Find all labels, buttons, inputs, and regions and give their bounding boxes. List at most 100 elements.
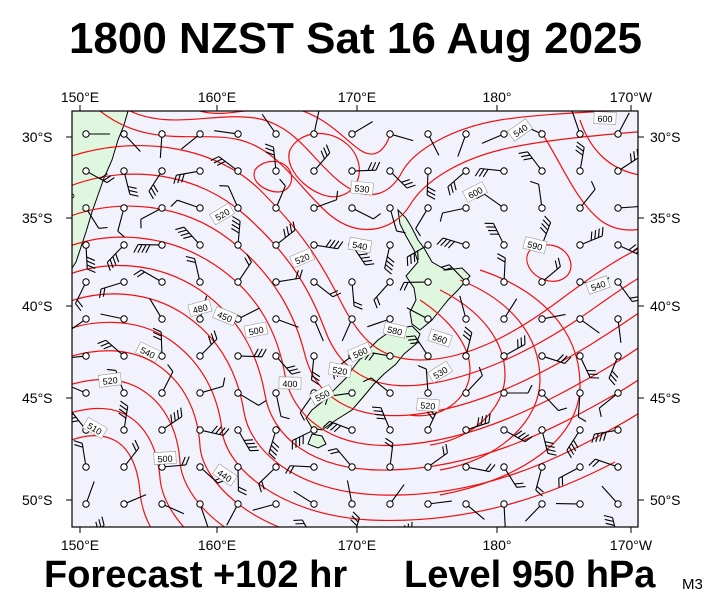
wind-barb	[158, 456, 190, 471]
wind-barb	[82, 130, 110, 138]
wind-barb	[538, 313, 566, 323]
contour-label: 580	[382, 321, 408, 339]
lon-label-top-150e: 150°E	[60, 89, 100, 105]
wind-barb	[462, 413, 491, 434]
wind-barb	[571, 111, 584, 138]
wind-barb	[576, 352, 600, 379]
map-title: 1800 NZST Sat 16 Aug 2025	[68, 14, 643, 63]
wind-barb	[576, 227, 604, 249]
wind-barb	[82, 481, 95, 508]
wind-barb	[417, 365, 432, 397]
wind-barb	[74, 278, 90, 312]
wind-barb	[272, 221, 296, 249]
lon-label-bottom-180: 180°	[482, 537, 512, 553]
wind-barb	[588, 458, 622, 471]
wind-barb	[97, 339, 128, 360]
wind-barb	[173, 167, 204, 184]
wind-barb	[148, 167, 166, 200]
wind-barb	[170, 199, 204, 212]
wind-barb	[406, 307, 432, 323]
wind-barb	[538, 352, 572, 364]
svg-text:540: 540	[352, 240, 369, 252]
contour-line	[72, 350, 281, 527]
wind-barb	[272, 315, 299, 328]
wind-barb	[373, 278, 394, 309]
wind-barb	[247, 534, 279, 548]
wind-barb	[231, 215, 242, 249]
wind-barb	[158, 364, 174, 397]
svg-text:540: 540	[590, 279, 607, 293]
wind-barb	[196, 463, 227, 484]
contour-line	[539, 129, 638, 231]
wind-barb	[538, 257, 561, 286]
wind-barb	[591, 426, 622, 443]
contour-label: 500	[243, 321, 269, 339]
contour-line	[72, 236, 638, 447]
wind-barb	[158, 500, 185, 515]
wind-barb	[348, 204, 381, 220]
wind-barb	[219, 185, 242, 212]
wind-barb	[462, 463, 496, 473]
wind-barb	[133, 269, 166, 286]
wind-barb	[500, 500, 508, 527]
contour-line	[72, 435, 152, 527]
lat-label-right-40s: 40°S	[650, 298, 681, 314]
wind-barb	[484, 222, 508, 249]
contour-line	[72, 264, 638, 471]
wind-barb	[272, 269, 303, 286]
wind-barb	[405, 335, 432, 360]
contour-label: 540	[585, 275, 611, 295]
wind-barb	[118, 400, 129, 434]
wind-barb	[258, 463, 280, 493]
contour-label: 400	[278, 376, 302, 390]
wind-barb	[210, 156, 242, 175]
wind-barb	[538, 426, 557, 456]
wind-barb	[327, 448, 356, 471]
wind-barb	[424, 443, 448, 471]
wind-barb	[575, 141, 585, 175]
wind-barb	[362, 377, 394, 397]
wind-barb	[481, 130, 508, 144]
wind-barb	[175, 226, 204, 249]
wind-barb	[424, 500, 452, 508]
model-label: M3	[682, 576, 703, 593]
wind-barb	[226, 500, 242, 526]
axis-ticks	[66, 105, 644, 533]
wind-barb	[346, 480, 356, 508]
wind-barb	[348, 278, 363, 310]
wind-barb	[234, 463, 247, 496]
wind-barb	[367, 315, 394, 328]
wind-barb	[310, 111, 320, 138]
wind-barb	[82, 167, 115, 184]
wind-barb	[566, 426, 584, 459]
wind-barb	[530, 180, 546, 212]
wind-barb	[341, 315, 356, 342]
wind-barb	[152, 327, 166, 360]
wind-barb	[614, 204, 638, 212]
nz-north-island-land	[397, 208, 471, 331]
contour-label: 500	[153, 451, 177, 465]
wind-barb	[603, 514, 618, 527]
contour-label: 600	[593, 111, 617, 125]
contour-line	[429, 289, 506, 446]
contour-line	[439, 269, 581, 496]
wind-barb	[310, 278, 342, 298]
wind-barb	[196, 330, 218, 360]
lon-label-top-170e: 170°E	[337, 89, 377, 105]
forecast-label: Forecast +102 hr	[44, 554, 348, 596]
svg-text:400: 400	[282, 379, 297, 389]
wind-barb	[614, 148, 638, 175]
wind-barb	[72, 315, 90, 334]
contour-label: 520	[327, 362, 353, 378]
wind-barb	[447, 167, 470, 196]
wind-barb	[120, 130, 141, 152]
contour-line	[439, 279, 541, 471]
wind-barb	[459, 295, 470, 323]
wind-barb	[252, 500, 280, 511]
lat-label-left-35s: 35°S	[22, 210, 53, 226]
lat-label-right-45s: 45°S	[650, 390, 681, 406]
wind-barb	[234, 426, 259, 452]
wind-barb	[436, 237, 470, 249]
wind-barb	[293, 490, 318, 508]
